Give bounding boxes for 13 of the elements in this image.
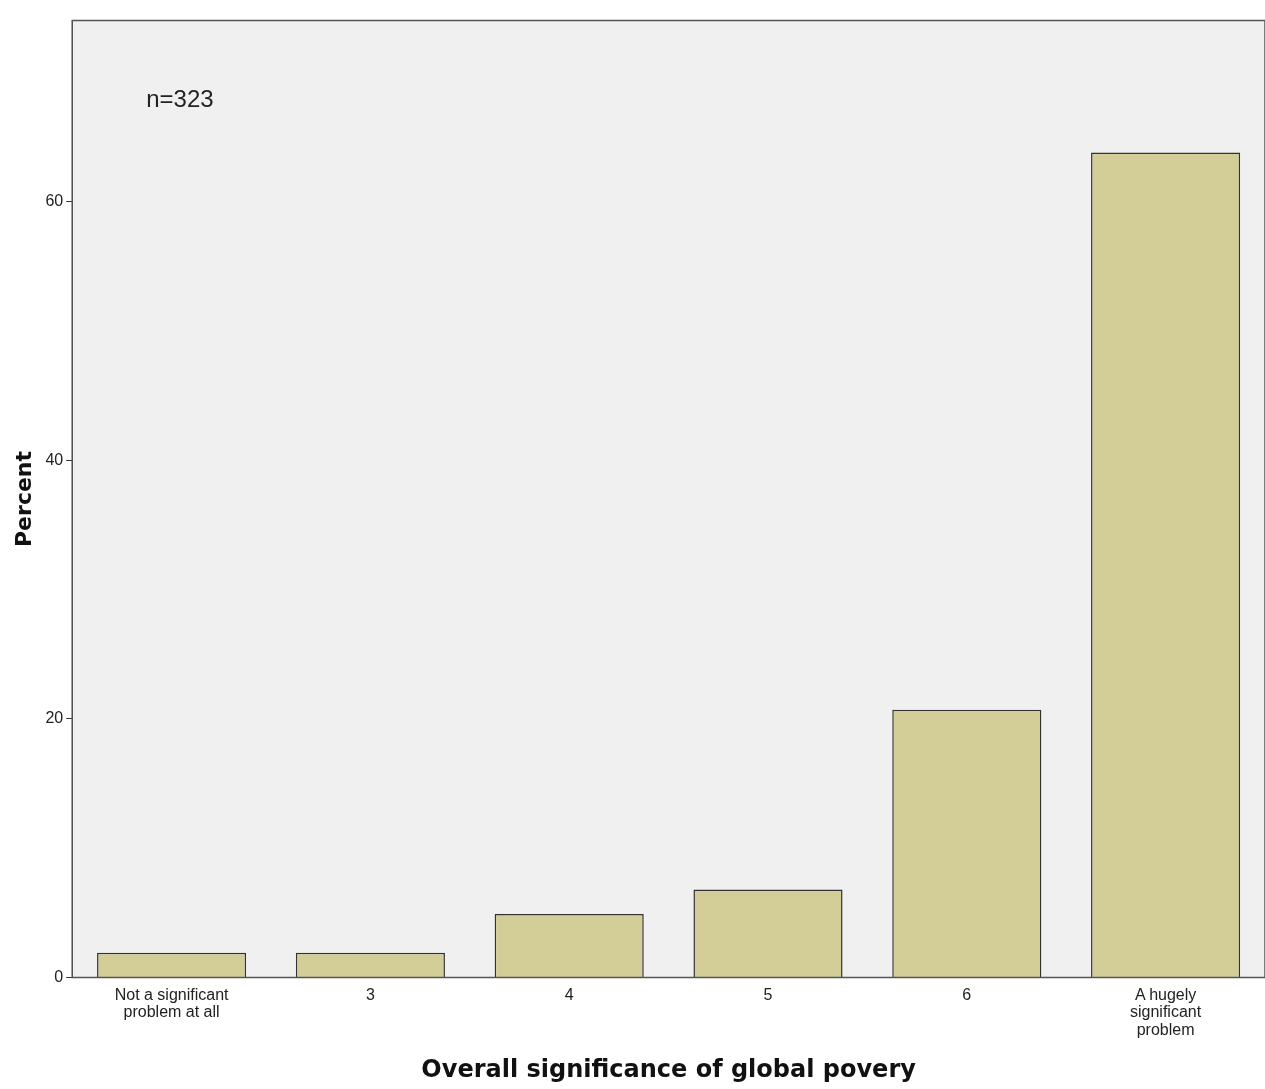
y-axis-title: Percent	[10, 450, 36, 548]
x-axis-title: Overall significance of global povery	[421, 1054, 917, 1083]
x-tick-label: 6	[962, 985, 972, 1003]
y-tick-label: 40	[45, 450, 64, 468]
x-tick-label: 4	[564, 985, 574, 1003]
y-tick-label: 20	[45, 709, 64, 727]
x-tick-label: 3	[365, 985, 375, 1003]
annotation: n=323	[146, 85, 214, 113]
x-tick-label: A hugely significant problem	[1130, 985, 1202, 1038]
x-tick-label: 5	[763, 985, 773, 1003]
x-tick-label: Not a significant problem at all	[114, 985, 230, 1021]
y-tick-label: 0	[54, 967, 64, 985]
y-tick-label: 60	[45, 192, 64, 210]
